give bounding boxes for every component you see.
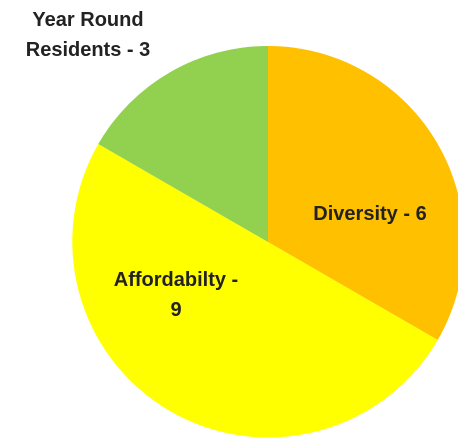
pie-slices [72, 46, 458, 438]
pie-label-line: 9 [170, 299, 181, 321]
pie-slice-affordabilty [72, 144, 438, 438]
pie-label-diversity: Diversity - 6 [313, 203, 426, 225]
pie-slice-year-round-residents [98, 46, 268, 242]
pie-label-line: Diversity - 6 [313, 203, 426, 225]
pie-slice-diversity [268, 46, 458, 340]
pie-label-year-round-residents: Year Round Residents - 3 [26, 9, 150, 61]
pie-label-affordabilty: Affordabilty - 9 [114, 269, 238, 321]
pie-label-line: Residents - 3 [26, 39, 150, 61]
pie-label-line: Affordabilty - [114, 269, 238, 291]
pie-label-line: Year Round [32, 9, 143, 31]
pie-labels: Diversity - 6 Affordabilty - 9 Year Round Re… [26, 9, 427, 321]
